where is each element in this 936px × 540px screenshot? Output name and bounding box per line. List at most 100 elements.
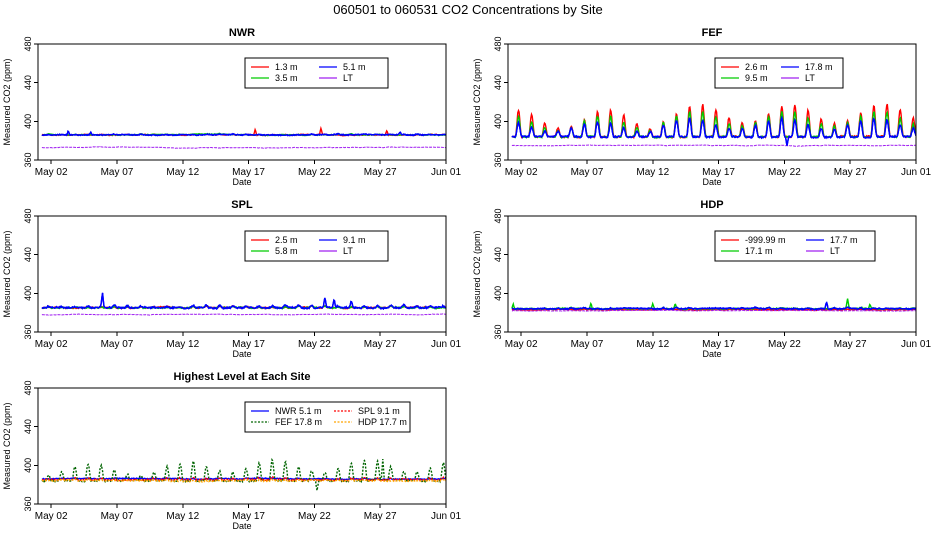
y-tick-label: 360	[23, 152, 33, 167]
y-tick-label: 480	[493, 208, 503, 223]
panel-title: Highest Level at Each Site	[174, 371, 311, 383]
y-axis-label: Measured CO2 (ppm)	[472, 58, 482, 145]
legend: 2.6 m9.5 m 17.8 mLT	[714, 57, 844, 89]
series-group	[41, 292, 446, 316]
series-line-top-17-7-m	[511, 301, 916, 311]
x-tick-label: May 12	[636, 167, 669, 178]
legend-label: 5.8 m	[275, 246, 298, 256]
legend-box	[714, 57, 844, 89]
y-axis-label: Measured CO2 (ppm)	[2, 402, 12, 489]
legend-label: 3.5 m	[275, 73, 298, 83]
plot-frame	[507, 43, 917, 161]
y-tick-label: 360	[493, 152, 503, 167]
x-tick-label: May 02	[505, 167, 538, 178]
y-tick-label: 440	[493, 75, 503, 90]
series-line-spl-9-1-m	[41, 476, 446, 482]
x-tick-label: May 17	[232, 167, 265, 178]
x-tick-label: May 07	[101, 339, 134, 350]
legend-label: SPL 9.1 m	[358, 406, 400, 416]
x-tick-label: May 27	[364, 167, 397, 178]
y-tick-label: 400	[23, 286, 33, 301]
x-tick-label: May 02	[35, 339, 68, 350]
y-tick-label: 400	[493, 286, 503, 301]
series-line-lt	[41, 146, 446, 149]
y-tick-label: 360	[493, 324, 503, 339]
x-tick-label: May 27	[834, 339, 867, 350]
y-tick-label: 440	[23, 247, 33, 262]
legend-label: 9.1 m	[343, 235, 366, 245]
series-line-fef-17-8-m	[41, 457, 446, 491]
x-tick-label: May 27	[364, 339, 397, 350]
y-tick-label: 400	[23, 458, 33, 473]
x-axis-label: Date	[702, 177, 721, 187]
legend-box	[244, 57, 389, 89]
y-axis-label: Measured CO2 (ppm)	[2, 230, 12, 317]
legend-label: LT	[805, 73, 815, 83]
x-tick-label: May 22	[298, 339, 331, 350]
legend-label: 9.5 m	[745, 73, 768, 83]
legend-label: LT	[343, 73, 353, 83]
legend-label: 1.3 m	[275, 62, 298, 72]
panel-spl: SPL 360 400 440 480 Measured CO2 (ppm) May 02 M…	[2, 199, 461, 359]
x-tick-label: Jun 01	[901, 167, 931, 178]
legend-label: NWR 5.1 m	[275, 406, 322, 416]
x-tick-label: Jun 01	[901, 339, 931, 350]
x-tick-label: May 17	[702, 339, 735, 350]
plot-frame	[37, 215, 447, 333]
x-tick-label: Jun 01	[431, 167, 461, 178]
legend: -999.99 m17.1 m 17.7 mLT	[714, 230, 876, 262]
x-tick-label: May 27	[364, 511, 397, 522]
series-line-top-5-1-m	[41, 130, 446, 137]
x-tick-label: May 12	[166, 339, 199, 350]
legend-label: LT	[830, 246, 840, 256]
legend-label: 17.8 m	[805, 62, 833, 72]
panel-fef: FEF 360 400 440 480 Measured CO2 (ppm) May 02 M…	[472, 27, 931, 187]
legend-label: -999.99 m	[745, 235, 786, 245]
x-tick-label: May 22	[298, 511, 331, 522]
y-axis-label: Measured CO2 (ppm)	[472, 230, 482, 317]
y-axis-label: Measured CO2 (ppm)	[2, 58, 12, 145]
x-tick-label: May 02	[35, 167, 68, 178]
figure-title: 060501 to 060531 CO2 Concentrations by S…	[333, 2, 603, 17]
x-axis-label: Date	[232, 177, 251, 187]
panel-highest-level-at-each-site: Highest Level at Each Site 360 400 440 480 Me…	[2, 371, 461, 531]
legend-label: 5.1 m	[343, 62, 366, 72]
plot-frame	[37, 387, 447, 505]
legend-box	[244, 230, 389, 262]
series-group	[41, 125, 446, 149]
panel-hdp: HDP 360 400 440 480 Measured CO2 (ppm) May 02 M…	[472, 199, 931, 359]
x-tick-label: May 07	[101, 167, 134, 178]
y-tick-label: 440	[23, 75, 33, 90]
series-line-lt	[511, 309, 916, 312]
plot-frame	[507, 215, 917, 333]
x-tick-label: May 22	[768, 339, 801, 350]
x-tick-label: May 12	[166, 167, 199, 178]
x-axis-label: Date	[232, 349, 251, 359]
series-line-top-17-8-m	[511, 115, 916, 146]
legend: 2.5 m5.8 m 9.1 mLT	[244, 230, 389, 262]
x-tick-label: Jun 01	[431, 339, 461, 350]
x-tick-label: May 12	[166, 511, 199, 522]
x-tick-label: May 07	[571, 339, 604, 350]
legend-label: LT	[343, 246, 353, 256]
y-tick-label: 440	[493, 247, 503, 262]
x-tick-label: May 22	[298, 167, 331, 178]
legend-label: FEF 17.8 m	[275, 417, 322, 427]
legend-box	[714, 230, 876, 262]
panel-title: SPL	[231, 199, 253, 211]
x-axis-label: Date	[232, 521, 251, 531]
panel-title: NWR	[229, 27, 255, 39]
x-axis-label: Date	[702, 349, 721, 359]
series-group	[511, 103, 916, 147]
legend-label: 2.6 m	[745, 62, 768, 72]
y-tick-label: 360	[23, 324, 33, 339]
x-tick-label: May 02	[505, 339, 538, 350]
series-group	[41, 457, 446, 491]
y-tick-label: 480	[493, 36, 503, 51]
series-line-hdp-17-7-m	[41, 478, 446, 483]
x-tick-label: May 07	[571, 167, 604, 178]
y-tick-label: 360	[23, 496, 33, 511]
y-tick-label: 480	[23, 36, 33, 51]
